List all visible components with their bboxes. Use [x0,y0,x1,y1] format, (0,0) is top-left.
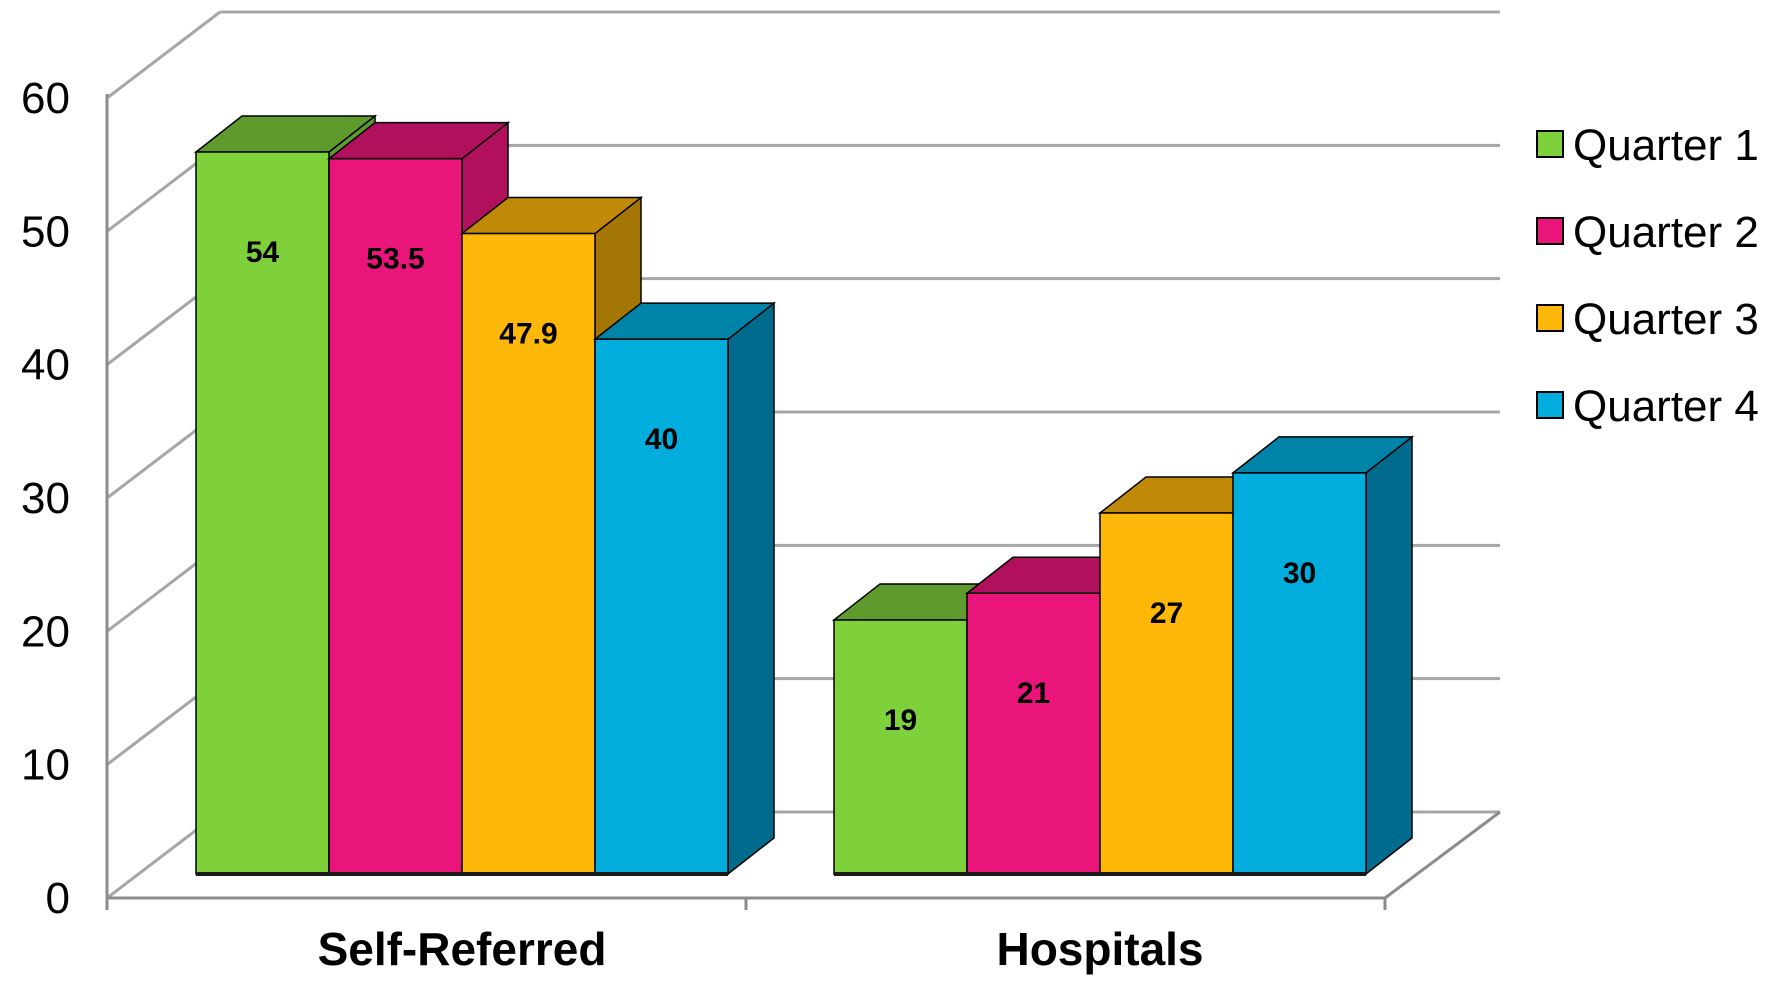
floor-right-edge [1384,810,1501,900]
category-labels: Self-Referred Hospitals [318,923,1204,975]
data-label: 30 [1283,557,1316,590]
bar-side [1365,435,1413,876]
x-tick-label: Self-Referred [318,923,607,975]
legend-swatch [1536,304,1564,332]
x-tick-label: Hospitals [996,923,1203,975]
y-tick-label: 0 [46,874,70,923]
legend-swatch [1536,217,1564,245]
legend-label: Quarter 2 [1573,208,1759,257]
bar [1099,512,1234,875]
data-label: 19 [884,704,917,737]
y-tick-label: 10 [21,741,70,790]
bar [833,619,968,875]
data-label: 27 [1150,597,1183,630]
gridline-side [106,10,221,100]
y-tick-label: 50 [21,207,70,256]
legend-swatch [1536,391,1564,419]
data-label: 54 [246,236,280,269]
legend: Quarter 1 Quarter 2 Quarter 3 Quarter 4 [1536,121,1759,431]
y-tick-label: 20 [21,607,70,656]
legend-label: Quarter 3 [1573,295,1759,344]
bar-side [727,301,775,876]
data-label: 21 [1017,677,1050,710]
y-tick-label: 40 [21,341,70,390]
bar [328,157,463,875]
bar [966,592,1101,875]
legend-swatch [1536,130,1564,158]
bar [594,338,729,875]
y-tick-label: 60 [21,74,70,123]
data-label: 40 [645,423,678,456]
legend-label: Quarter 1 [1573,121,1759,170]
legend-label: Quarter 4 [1573,382,1759,431]
y-axis-ticks: 0 10 20 30 40 50 60 [21,74,70,923]
data-label: 47.9 [499,318,557,351]
y-tick-label: 30 [21,474,70,523]
bar [1232,472,1367,875]
bars [193,114,1415,876]
data-label: 53.5 [366,243,424,276]
data-labels: 54 53.5 47.9 40 19 21 27 30 [246,236,1316,737]
axes [105,94,1501,910]
